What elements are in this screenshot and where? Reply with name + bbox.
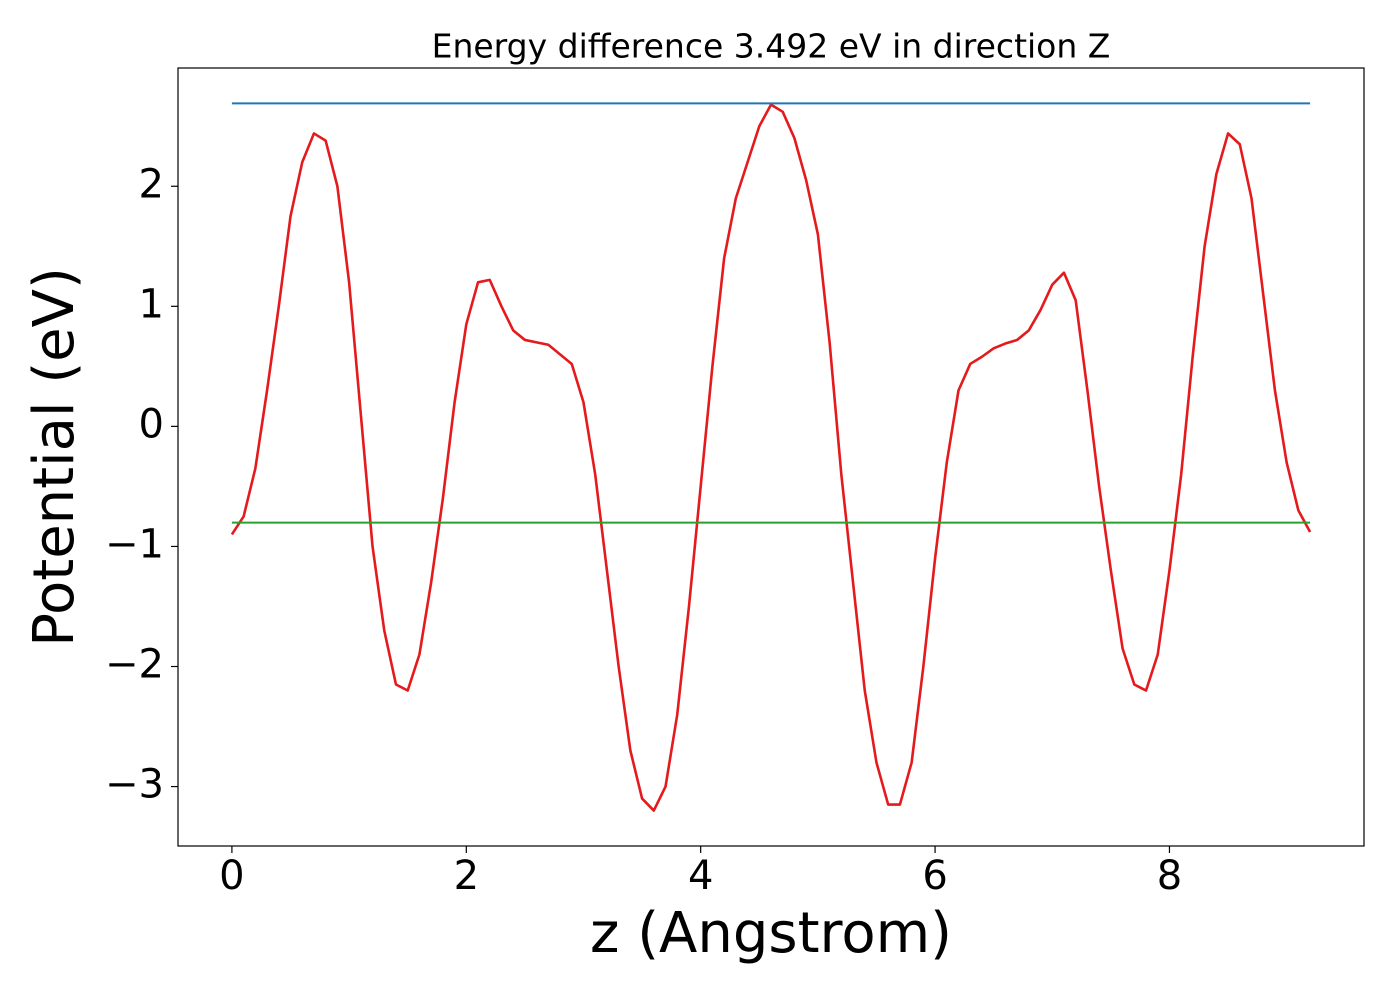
x-tick-label: 2 bbox=[454, 853, 479, 899]
plot-frame bbox=[177, 67, 1365, 847]
x-axis-label: z (Angstrom) bbox=[590, 901, 952, 966]
y-axis-label: Potential (eV) bbox=[22, 267, 87, 647]
x-tick-label: 6 bbox=[922, 853, 947, 899]
x-tick-label: 0 bbox=[219, 853, 244, 899]
y-tick-label: 1 bbox=[139, 281, 164, 327]
x-tick-label: 4 bbox=[688, 853, 713, 899]
y-tick-label: −1 bbox=[105, 521, 164, 567]
y-tick-label: 0 bbox=[139, 401, 164, 447]
chart-title: Energy difference 3.492 eV in direction … bbox=[432, 27, 1111, 66]
x-tick-label: 8 bbox=[1157, 853, 1182, 899]
y-tick-label: −3 bbox=[105, 762, 164, 808]
y-tick-label: −2 bbox=[105, 642, 164, 688]
y-tick-label: 2 bbox=[139, 161, 164, 207]
series-line bbox=[230, 103, 1312, 812]
